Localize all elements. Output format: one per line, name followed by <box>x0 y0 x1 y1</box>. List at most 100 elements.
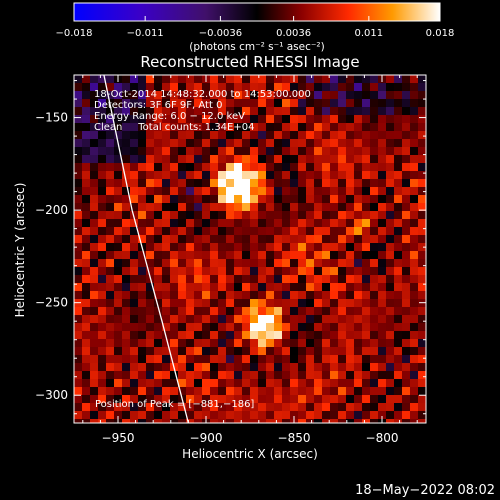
heatmap-pixel <box>338 139 347 148</box>
heatmap-pixel <box>306 299 315 308</box>
heatmap-pixel <box>362 219 371 228</box>
heatmap-pixel <box>178 179 187 188</box>
heatmap-pixel <box>90 291 99 300</box>
heatmap-pixel <box>114 355 123 364</box>
heatmap-pixel <box>346 187 355 196</box>
heatmap-pixel <box>122 331 131 340</box>
heatmap-pixel <box>402 219 411 228</box>
heatmap-pixel <box>234 91 243 100</box>
heatmap-pixel <box>106 83 115 92</box>
heatmap-pixel <box>82 275 91 284</box>
heatmap-pixel <box>314 123 323 132</box>
heatmap-pixel <box>330 195 339 204</box>
heatmap-pixel <box>386 403 395 412</box>
heatmap-pixel <box>234 379 243 388</box>
heatmap-pixel <box>218 219 227 228</box>
heatmap-pixel <box>282 115 291 124</box>
heatmap-pixel <box>146 283 155 292</box>
heatmap-pixel <box>154 99 163 108</box>
heatmap-pixel <box>194 403 203 412</box>
heatmap-pixel <box>194 155 203 164</box>
heatmap-pixel <box>346 99 355 108</box>
heatmap-pixel <box>114 291 123 300</box>
heatmap-pixel <box>114 267 123 276</box>
heatmap-pixel <box>298 267 307 276</box>
heatmap-pixel <box>178 387 187 396</box>
heatmap-pixel <box>74 275 83 284</box>
heatmap-pixel <box>146 299 155 308</box>
heatmap-pixel <box>306 91 315 100</box>
heatmap-pixel <box>370 299 379 308</box>
heatmap-pixel <box>226 363 235 372</box>
heatmap-pixel <box>114 219 123 228</box>
heatmap-pixel <box>170 235 179 244</box>
heatmap-pixel <box>106 259 115 268</box>
heatmap-pixel <box>346 211 355 220</box>
heatmap-pixel <box>346 155 355 164</box>
heatmap-pixel <box>162 83 171 92</box>
heatmap-pixel <box>90 275 99 284</box>
heatmap-pixel <box>194 275 203 284</box>
heatmap-pixel <box>178 203 187 212</box>
heatmap-pixel <box>154 163 163 172</box>
heatmap-pixel <box>122 91 131 100</box>
heatmap-pixel <box>410 115 419 124</box>
heatmap-pixel <box>410 275 419 284</box>
heatmap-pixel <box>226 299 235 308</box>
heatmap-pixel <box>370 171 379 180</box>
heatmap-pixel <box>266 355 275 364</box>
heatmap-pixel <box>210 203 219 212</box>
heatmap-pixel <box>274 331 283 340</box>
heatmap-pixel <box>154 307 163 316</box>
heatmap-pixel <box>378 155 387 164</box>
heatmap-pixel <box>306 323 315 332</box>
heatmap-pixel <box>98 339 107 348</box>
heatmap-pixel <box>178 163 187 172</box>
heatmap-pixel <box>74 195 83 204</box>
heatmap-pixel <box>402 355 411 364</box>
heatmap-pixel <box>250 155 259 164</box>
heatmap-pixel <box>378 259 387 268</box>
heatmap-pixel <box>202 211 211 220</box>
heatmap-pixel <box>394 163 403 172</box>
heatmap-pixel <box>418 323 426 332</box>
heatmap-pixel <box>82 123 91 132</box>
heatmap-pixel <box>154 291 163 300</box>
heatmap-pixel <box>402 91 411 100</box>
heatmap-pixel <box>162 107 171 116</box>
heatmap-pixel <box>122 163 131 172</box>
heatmap-pixel <box>282 315 291 324</box>
heatmap-pixel <box>378 275 387 284</box>
heatmap-pixel <box>282 123 291 132</box>
heatmap-pixel <box>146 291 155 300</box>
heatmap-pixel <box>170 115 179 124</box>
heatmap-pixel <box>394 75 403 84</box>
heatmap-pixel <box>306 403 315 412</box>
heatmap-pixel <box>362 363 371 372</box>
heatmap-pixel <box>282 163 291 172</box>
heatmap-pixel <box>346 83 355 92</box>
heatmap-pixel <box>354 251 363 260</box>
heatmap-pixel <box>170 107 179 116</box>
heatmap-pixel <box>314 419 323 423</box>
axis-ticks: −950 −900 −850 −800−150−200−250−300 <box>35 75 426 445</box>
heatmap-pixel <box>146 363 155 372</box>
heatmap-pixel <box>330 323 339 332</box>
heatmap-pixel <box>314 187 323 196</box>
heatmap-pixel <box>322 275 331 284</box>
heatmap-pixel <box>370 83 379 92</box>
heatmap-pixel <box>306 283 315 292</box>
heatmap-pixel <box>242 195 251 204</box>
heatmap-pixel <box>130 163 139 172</box>
heatmap-pixel <box>114 155 123 164</box>
heatmap-pixel <box>162 195 171 204</box>
heatmap-pixel <box>418 355 426 364</box>
heatmap-pixel <box>82 307 91 316</box>
heatmap-pixel <box>338 419 347 423</box>
heatmap-pixel <box>322 355 331 364</box>
heatmap-pixel <box>90 107 99 116</box>
heatmap-pixel <box>218 75 227 84</box>
heatmap-pixel <box>122 307 131 316</box>
heatmap-pixel <box>98 371 107 380</box>
heatmap-pixel <box>298 179 307 188</box>
